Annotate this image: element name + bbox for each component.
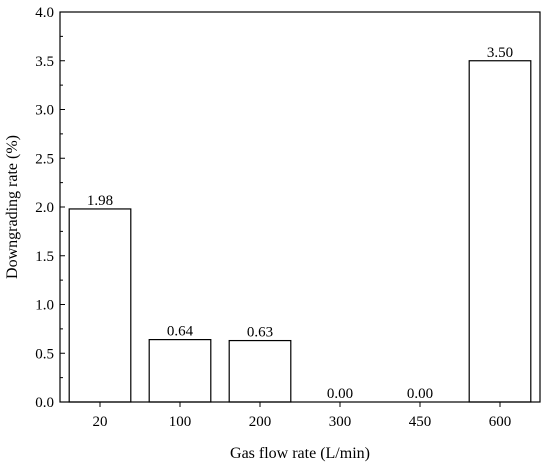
x-tick-label: 200	[249, 414, 272, 430]
y-axis-label: Downgrading rate (%)	[4, 135, 21, 279]
y-tick-label: 1.5	[35, 249, 54, 265]
x-tick-label: 100	[169, 414, 192, 430]
bar-value-label: 0.64	[167, 324, 194, 340]
y-axis-ticks: 0.0 0.5 1.0 1.5 2.0 2.5 3.0 3.5 4.0	[35, 5, 65, 411]
bar	[228, 339, 292, 403]
x-tick-label: 600	[489, 414, 512, 430]
bar-value-label: 0.00	[327, 386, 353, 402]
bar-value-label: 0.00	[407, 386, 433, 402]
bar-series: 1.98 0.64 0.63 0.00 0.00 3.50	[68, 45, 532, 403]
x-tick-label: 300	[329, 414, 352, 430]
y-tick-label: 2.5	[35, 151, 54, 167]
bar-value-label: 1.98	[87, 193, 113, 209]
x-axis-label: Gas flow rate (L/min)	[230, 445, 370, 462]
x-axis-ticks: 20 100 200 300 450 600	[93, 402, 512, 430]
y-tick-label: 0.0	[35, 395, 54, 411]
y-tick-label: 2.0	[35, 200, 54, 216]
x-tick-label: 450	[409, 414, 432, 430]
y-tick-label: 3.5	[35, 54, 54, 70]
y-tick-label: 0.5	[35, 346, 54, 362]
plot-frame	[59, 11, 541, 403]
bar-value-label: 3.50	[487, 45, 513, 61]
bar	[468, 60, 532, 403]
y-tick-label: 1.0	[35, 298, 54, 314]
x-tick-label: 20	[93, 414, 108, 430]
y-tick-label: 4.0	[35, 5, 54, 21]
bar	[68, 208, 132, 403]
y-tick-label: 3.0	[35, 103, 54, 119]
bar-value-label: 0.63	[247, 325, 273, 341]
bar	[148, 339, 212, 403]
